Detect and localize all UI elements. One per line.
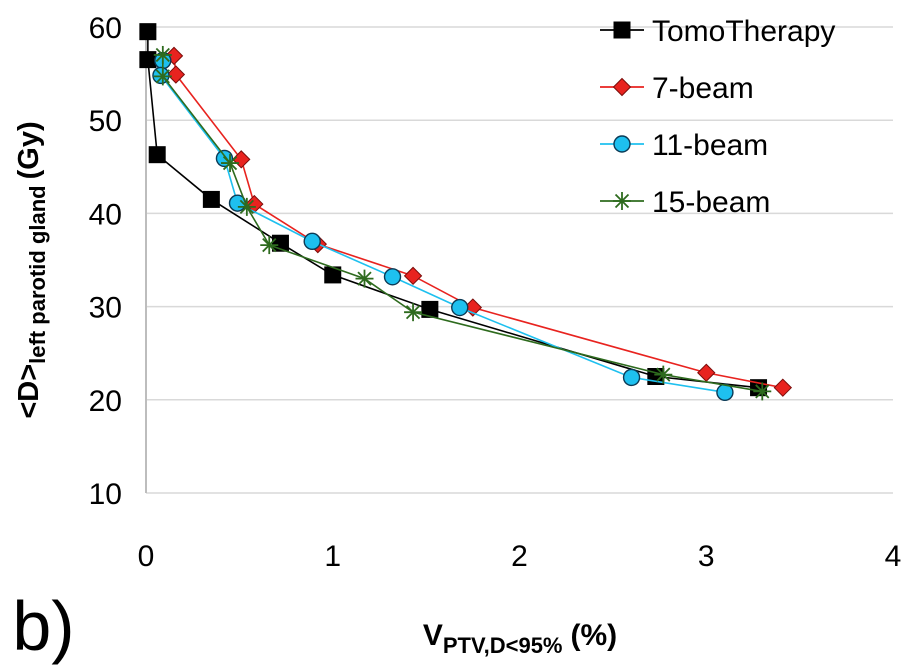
y-tick-labels: 10 20 30 40 50 60 [89, 12, 122, 511]
data-point-TomoTherapy-0 [139, 23, 157, 41]
y-tick-label-40: 40 [89, 198, 122, 231]
legend-label-11-beam: 11-beam [652, 129, 768, 162]
legend-label-15-beam: 15-beam [652, 186, 770, 219]
legend-item-TomoTherapy: TomoTherapy [600, 15, 835, 48]
data-point-TomoTherapy-6 [421, 300, 439, 318]
x-tick-label-2: 2 [511, 540, 528, 573]
x-tick-label-3: 3 [698, 540, 715, 573]
series-line-7-beam [173, 55, 783, 389]
data-point-15-beam-2 [221, 154, 240, 173]
x-axis-label-main: V [423, 619, 443, 652]
y-tick-label-30: 30 [89, 292, 122, 325]
data-point-11-beam-7 [622, 368, 641, 387]
y-tick-label-10: 10 [89, 478, 122, 511]
panel-label: 6 b) [0, 587, 75, 665]
data-point-15-beam-7 [654, 365, 673, 384]
y-tick-label-60: 60 [89, 12, 122, 45]
data-point-15-beam-1 [153, 67, 172, 86]
data-point-11-beam-4 [303, 232, 321, 251]
legend-item-15-beam: 15-beam [600, 186, 770, 219]
x-axis-label-sub: PTV,D<95% [443, 633, 563, 658]
x-tick-labels: 0 1 2 3 4 [138, 540, 901, 573]
data-point-7-beam-8 [773, 378, 793, 397]
data-point-TomoTherapy-2 [148, 146, 166, 164]
data-point-7-beam-7 [697, 363, 716, 382]
data-point-15-beam-8 [753, 382, 772, 401]
data-point-TomoTherapy-1 [139, 51, 157, 69]
legend-marker-11-beam [613, 135, 631, 153]
series-15-beam [153, 45, 772, 401]
data-point-15-beam-6 [404, 303, 423, 322]
gridlines [146, 26, 893, 494]
x-tick-label-0: 0 [138, 540, 155, 573]
series-group [139, 23, 793, 402]
legend-item-11-beam: 11-beam [600, 129, 768, 162]
x-tick-label-4: 4 [885, 540, 901, 573]
data-point-15-beam-3 [237, 197, 256, 216]
data-point-11-beam-6 [451, 298, 469, 317]
y-axis-label-sub: left parotid gland [25, 185, 50, 363]
x-axis-label-unit: (%) [571, 619, 618, 652]
data-point-7-beam-5 [403, 266, 423, 286]
x-tick-label-1: 1 [324, 540, 341, 573]
legend-marker-15-beam [613, 192, 631, 210]
y-axis-label-main: <D> [13, 364, 45, 419]
data-point-7-beam-1 [166, 65, 186, 84]
series-11-beam [152, 51, 734, 402]
legend: TomoTherapy 7-beam 11-beam 15-beam [600, 15, 835, 219]
legend-label-TomoTherapy: TomoTherapy [652, 15, 835, 48]
y-tick-label-20: 20 [89, 385, 122, 418]
y-tick-label-50: 50 [89, 105, 122, 138]
legend-label-7-beam: 7-beam [652, 72, 754, 105]
x-axis-label: VPTV,D<95% (%) [423, 619, 617, 658]
legend-marker-7-beam [612, 77, 632, 97]
data-point-15-beam-0 [153, 45, 172, 64]
data-point-7-beam-2 [232, 150, 251, 169]
series-line-11-beam [160, 60, 726, 394]
data-point-15-beam-4 [260, 236, 279, 255]
legend-item-7-beam: 7-beam [600, 72, 754, 105]
y-axis-label-unit: (Gy) [13, 121, 45, 179]
series-line-15-beam [162, 54, 763, 393]
legend-marker-TomoTherapy [613, 21, 631, 39]
y-axis-label: <D>left parotid gland (Gy) [13, 121, 50, 418]
data-point-TomoTherapy-3 [202, 190, 220, 208]
data-point-11-beam-5 [383, 268, 402, 286]
data-point-15-beam-5 [355, 269, 374, 288]
